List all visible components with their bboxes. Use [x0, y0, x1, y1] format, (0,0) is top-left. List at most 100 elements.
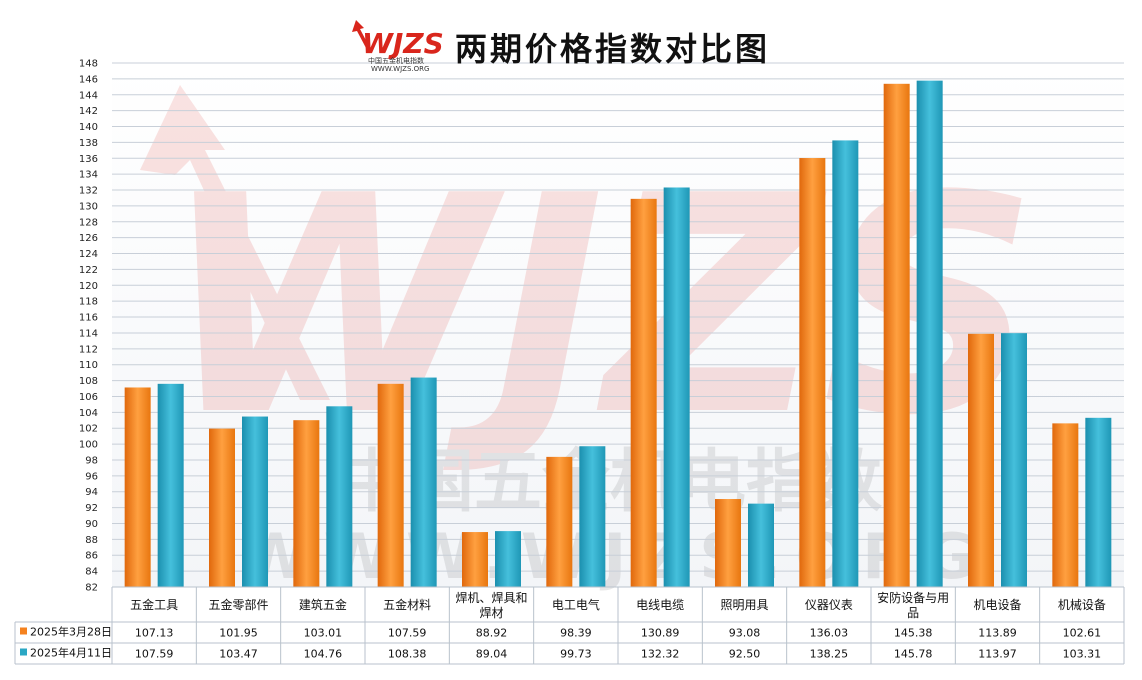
chart-title: 两期价格指数对比图: [455, 30, 770, 68]
logo-url: WWW.WJZS.ORG: [371, 65, 429, 73]
x-category-label: 焊机、焊具和: [455, 590, 527, 605]
logo-arrow-icon: [352, 20, 370, 48]
table-cell-value: 145.38: [894, 627, 933, 640]
bars: [124, 80, 1112, 588]
table-cell-value: 107.59: [135, 648, 174, 661]
bar-series1-10: [968, 333, 994, 587]
bar-series1-0: [124, 387, 151, 587]
legend-series-name: 2025年3月28日: [30, 625, 112, 639]
bar-series2-3: [410, 377, 437, 587]
y-tick-label: 146: [79, 74, 98, 85]
table-cell-value: 101.95: [219, 627, 258, 640]
y-tick-label: 134: [79, 170, 98, 181]
table-cell-value: 99.73: [560, 648, 592, 661]
bar-series1-3: [377, 383, 404, 587]
y-tick-label: 110: [79, 360, 98, 371]
y-tick-label: 128: [79, 217, 98, 228]
legend-series-name: 2025年4月11日: [30, 646, 112, 660]
bar-series1-5: [546, 456, 573, 587]
y-tick-label: 124: [79, 249, 98, 260]
table-cell-value: 107.13: [135, 627, 174, 640]
table-cell-value: 113.89: [978, 627, 1017, 640]
bar-series2-11: [1085, 417, 1112, 587]
y-tick-label: 106: [79, 392, 98, 403]
x-category-label: 五金工具: [130, 597, 178, 612]
bar-series1-11: [1052, 423, 1079, 587]
table-cell-value: 136.03: [810, 627, 849, 640]
x-category-label: 安防设备与用: [877, 590, 949, 605]
logo: WJZS 中国五金机电指数 WWW.WJZS.ORG: [352, 20, 444, 73]
bar-series1-8: [799, 158, 826, 587]
y-tick-label: 144: [79, 90, 98, 101]
bar-series2-5: [579, 446, 606, 587]
y-tick-label: 100: [79, 440, 98, 451]
logo-subtitle: 中国五金机电指数: [368, 56, 424, 65]
x-category-label: 仪器仪表: [805, 598, 853, 612]
y-tick-label: 84: [85, 567, 98, 578]
legend-swatch: [20, 648, 27, 656]
y-tick-label: 86: [85, 551, 98, 562]
y-tick-label: 94: [85, 487, 98, 498]
bar-series2-8: [832, 140, 859, 587]
bar-series2-10: [1001, 333, 1027, 587]
bar-series1-9: [883, 83, 910, 587]
table-cell-value: 88.92: [476, 627, 508, 640]
y-tick-label: 82: [85, 583, 98, 594]
watermark-arrow-icon: [140, 85, 330, 400]
x-category-label: 建筑五金: [299, 597, 347, 612]
plot-area: [112, 63, 1124, 587]
bar-series1-2: [293, 420, 320, 587]
y-tick-label: 138: [79, 138, 98, 149]
x-category-label: 照明用具: [720, 598, 768, 612]
x-category-label: 电线电缆: [636, 598, 684, 612]
table-cell-value: 89.04: [476, 648, 508, 661]
y-tick-label: 104: [79, 408, 98, 419]
table-cell-value: 107.59: [388, 627, 427, 640]
x-category-label: 五金零部件: [208, 597, 268, 612]
y-tick-label: 92: [85, 503, 98, 514]
legend-swatch: [20, 627, 27, 635]
table-cell-value: 132.32: [641, 648, 680, 661]
table-cell-value: 98.39: [560, 627, 592, 640]
x-category-label: 电工电气: [552, 597, 600, 612]
table-cell-value: 103.47: [219, 648, 258, 661]
y-axis-ticks: 82 84 86 88 90 92 94 96 98 100 102 104 106 108 110 112 1…: [79, 59, 98, 594]
x-category-label: 机械设备: [1058, 597, 1106, 612]
bar-series2-9: [916, 80, 943, 587]
logo-text: WJZS: [362, 27, 444, 60]
bar-series2-1: [242, 416, 268, 587]
y-tick-label: 114: [79, 328, 98, 339]
table-cell-value: 138.25: [810, 648, 849, 661]
y-tick-label: 102: [79, 424, 98, 435]
table-cell-value: 92.50: [729, 648, 761, 661]
bar-series2-4: [495, 531, 521, 587]
y-tick-label: 140: [79, 122, 98, 133]
table-cell-value: 108.38: [388, 648, 427, 661]
bar-series1-1: [209, 428, 235, 587]
x-category-label: 五金材料: [383, 597, 431, 612]
y-tick-label: 118: [79, 297, 98, 308]
y-tick-label: 112: [79, 344, 98, 355]
x-category-label: 机电设备: [973, 598, 1021, 612]
table-cell-value: 102.61: [1063, 627, 1102, 640]
y-tick-label: 96: [85, 471, 98, 482]
y-tick-label: 142: [79, 106, 98, 117]
bar-series2-2: [326, 406, 353, 587]
bar-series2-6: [663, 187, 690, 588]
bar-series1-6: [630, 198, 657, 588]
y-tick-label: 132: [79, 186, 98, 197]
x-category-label: 品: [907, 606, 919, 620]
y-tick-label: 136: [79, 154, 98, 165]
y-tick-label: 130: [79, 201, 98, 212]
x-category-label: 焊材: [479, 605, 503, 620]
bar-series1-7: [715, 499, 741, 587]
y-tick-label: 116: [79, 313, 98, 324]
table-cell-value: 103.31: [1063, 648, 1102, 661]
y-tick-label: 148: [79, 59, 98, 70]
y-tick-label: 98: [85, 455, 98, 466]
y-tick-label: 108: [79, 376, 98, 387]
table-cell-value: 145.78: [894, 648, 933, 661]
y-tick-label: 126: [79, 233, 98, 244]
table-cell-value: 93.08: [729, 627, 761, 640]
